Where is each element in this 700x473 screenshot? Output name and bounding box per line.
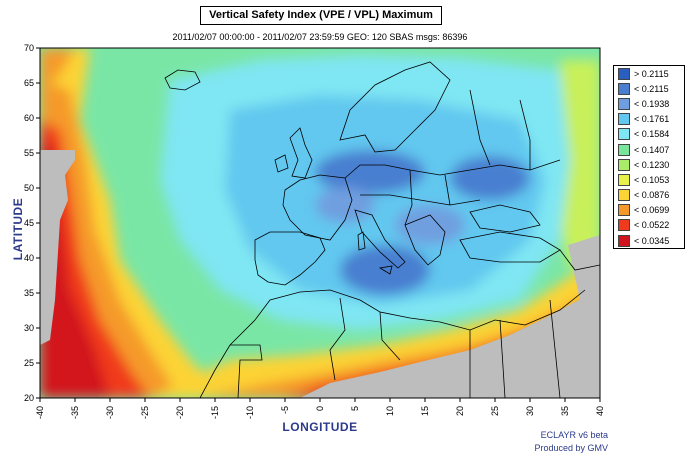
color-legend: > 0.2115 < 0.2115 < 0.1938 < 0.1761 < 0.1584… [613,65,685,250]
legend-swatch [618,189,630,202]
x-tick-label: -10 [245,406,255,419]
legend-swatch [618,143,630,156]
legend-swatch [618,113,630,126]
legend-item: > 0.2115 [614,66,684,81]
legend-item: < 0.1407 [614,142,684,157]
x-tick-label: 25 [490,406,500,416]
heatmap-layer [40,48,600,398]
legend-swatch [618,82,630,95]
legend-swatch [618,204,630,217]
x-tick-label: 40 [595,406,605,416]
x-tick-label: -40 [35,406,45,419]
x-axis-label: LONGITUDE [282,420,358,434]
legend-label: < 0.0345 [634,235,670,246]
legend-item: < 0.1230 [614,157,684,172]
y-tick-label: 25 [24,358,34,368]
y-tick-label: 50 [24,183,34,193]
y-tick-label: 55 [24,148,34,158]
legend-swatch [618,158,630,171]
legend-label: < 0.0699 [634,205,670,216]
x-tick-label: -15 [210,406,220,419]
footer-credit: Produced by GMV [534,443,608,453]
y-tick-label: 45 [24,218,34,228]
legend-label: > 0.2115 [634,68,669,79]
legend-label: < 0.0522 [634,220,670,231]
chart-title: Vertical Safety Index (VPE / VPL) Maximu… [200,6,442,25]
legend-label: < 0.1407 [634,144,670,155]
legend-swatch [618,128,630,141]
y-tick-label: 40 [24,253,34,263]
legend-swatch [618,97,630,110]
y-tick-label: 20 [24,393,34,403]
x-tick-label: -5 [280,406,290,414]
legend-label: < 0.1230 [634,159,670,170]
no-data-areas [40,150,600,398]
y-tick-label: 60 [24,113,34,123]
footer-version: ECLAYR v6 beta [540,430,608,440]
legend-label: < 0.1053 [634,174,670,185]
x-tick-label: 5 [350,406,360,411]
legend-item: < 0.1053 [614,172,684,187]
legend-label: < 0.1761 [634,114,670,125]
legend-swatch [618,234,630,247]
x-tick-label: 10 [385,406,395,416]
y-tick-label: 30 [24,323,34,333]
y-tick-label: 35 [24,288,34,298]
legend-label: < 0.0876 [634,190,670,201]
y-tick-label: 70 [24,43,34,53]
legend-item: < 0.0699 [614,203,684,218]
x-ticks: -40 -35 -30 -25 -20 -15 -10 -5 0 5 10 15 20 25 30 35 40 [35,398,605,419]
chart-subtitle: 2011/02/07 00:00:00 - 2011/02/07 23:59:5… [172,32,468,42]
legend-label: < 0.1584 [634,129,670,140]
x-tick-label: -35 [70,406,80,419]
y-tick-label: 65 [24,78,34,88]
coastlines [164,61,600,398]
legend-item: < 0.0522 [614,218,684,233]
legend-item: < 0.2115 [614,81,684,96]
legend-swatch [618,219,630,232]
x-tick-label: 30 [525,406,535,416]
x-tick-label: -20 [175,406,185,419]
x-tick-label: 20 [455,406,465,416]
legend-item: < 0.1584 [614,127,684,142]
legend-swatch [618,67,630,80]
y-axis-label: LATITUDE [11,197,25,261]
legend-label: < 0.1938 [634,98,670,109]
legend-label: < 0.2115 [634,83,669,94]
legend-item: < 0.1938 [614,96,684,111]
x-tick-label: 0 [315,406,325,411]
x-tick-label: 35 [560,406,570,416]
x-tick-label: -30 [105,406,115,419]
legend-item: < 0.1761 [614,112,684,127]
legend-item: < 0.0345 [614,233,684,248]
legend-item: < 0.0876 [614,188,684,203]
x-tick-label: -25 [140,406,150,419]
y-ticks: 70 65 60 55 50 45 40 35 30 25 20 [24,43,40,403]
legend-swatch [618,173,630,186]
x-tick-label: 15 [420,406,430,416]
